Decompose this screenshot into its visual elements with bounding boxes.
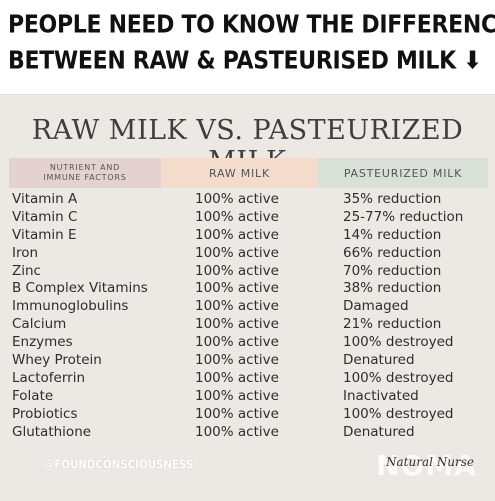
nutrient-cell: Vitamin E xyxy=(12,226,77,243)
raw-milk-cell: 100% active xyxy=(195,316,279,333)
signature: Natural Nurse xyxy=(386,455,474,469)
table-row: Calcium 100% active 21% reduction xyxy=(0,316,495,334)
nutrient-cell: B Complex Vitamins xyxy=(12,280,148,297)
raw-milk-cell: 100% active xyxy=(195,423,279,440)
table-row: Lactoferrin 100% active 100% destroyed xyxy=(0,370,495,388)
raw-milk-cell: 100% active xyxy=(195,262,279,279)
table-row: Glutathione 100% active Denatured xyxy=(0,424,495,442)
pasteurized-milk-cell: 70% reduction xyxy=(343,262,442,279)
pasteurized-milk-cell: 25-77% reduction xyxy=(343,208,464,225)
table-row: Folate 100% active Inactivated xyxy=(0,388,495,406)
header-nutrient-line-2: IMMUNE FACTORS xyxy=(43,173,127,182)
table-row: Whey Protein 100% active Denatured xyxy=(0,352,495,370)
pasteurized-milk-cell: 100% destroyed xyxy=(343,334,454,351)
pasteurized-milk-cell: Denatured xyxy=(343,352,415,369)
raw-milk-cell: 100% active xyxy=(195,244,279,261)
nutrient-cell: Vitamin C xyxy=(12,208,78,225)
table-row: Vitamin A 100% active 35% reduction xyxy=(0,191,495,209)
table-row: Probiotics 100% active 100% destroyed xyxy=(0,406,495,424)
nutrient-cell: Calcium xyxy=(12,316,67,333)
pasteurized-milk-cell: 100% destroyed xyxy=(343,405,454,422)
nutrient-cell: Iron xyxy=(12,244,39,261)
raw-milk-cell: 100% active xyxy=(195,405,279,422)
pasteurized-milk-cell: 35% reduction xyxy=(343,191,442,207)
nutrient-cell: Vitamin A xyxy=(12,191,78,207)
table-row: Enzymes 100% active 100% destroyed xyxy=(0,334,495,352)
header-nutrient: NUTRIENT AND IMMUNE FACTORS xyxy=(9,158,161,188)
raw-milk-cell: 100% active xyxy=(195,369,279,386)
nutrient-cell: Glutathione xyxy=(12,423,92,440)
pasteurized-milk-cell: 38% reduction xyxy=(343,280,442,297)
pasteurized-milk-cell: Denatured xyxy=(343,423,415,440)
nutrient-cell: Enzymes xyxy=(12,334,73,351)
pasteurized-milk-cell: Inactivated xyxy=(343,387,419,404)
raw-milk-cell: 100% active xyxy=(195,208,279,225)
footer-handle: @FOUNDCONSCIOUSNESS xyxy=(44,457,194,473)
nutrient-cell: Probiotics xyxy=(12,405,78,422)
pasteurized-milk-cell: 66% reduction xyxy=(343,244,442,261)
nutrient-cell: Folate xyxy=(12,387,54,404)
pasteurized-milk-cell: 21% reduction xyxy=(343,316,442,333)
nutrient-cell: Lactoferrin xyxy=(12,369,85,386)
raw-milk-cell: 100% active xyxy=(195,191,279,207)
header-pasteurized-milk: PASTEURIZED MILK xyxy=(318,158,488,188)
comparison-table-body: Vitamin A 100% active 35% reduction Vitamin… xyxy=(0,191,495,441)
header-raw-milk: RAW MILK xyxy=(161,158,318,188)
raw-milk-cell: 100% active xyxy=(195,387,279,404)
pasteurized-milk-cell: 100% destroyed xyxy=(343,369,454,386)
watermark: NOMA xyxy=(376,449,477,482)
raw-milk-cell: 100% active xyxy=(195,226,279,243)
nutrient-cell: Zinc xyxy=(12,262,41,279)
table-row: Vitamin E 100% active 14% reduction xyxy=(0,227,495,245)
nutrient-cell: Immunoglobulins xyxy=(12,298,129,315)
table-row: Iron 100% active 66% reduction xyxy=(0,245,495,263)
pasteurized-milk-cell: Damaged xyxy=(343,298,409,315)
table-row: Immunoglobulins 100% active Damaged xyxy=(0,298,495,316)
raw-milk-cell: 100% active xyxy=(195,334,279,351)
headline-line-2: BETWEEN RAW & PASTEURISED MILK ⬇ xyxy=(8,47,482,76)
raw-milk-cell: 100% active xyxy=(195,352,279,369)
table-row: B Complex Vitamins 100% active 38% reducti… xyxy=(0,280,495,298)
nutrient-cell: Whey Protein xyxy=(12,352,102,369)
headline-line-1: PEOPLE NEED TO KNOW THE DIFFERENCE xyxy=(8,11,495,40)
table-row: Zinc 100% active 70% reduction xyxy=(0,263,495,281)
pasteurized-milk-cell: 14% reduction xyxy=(343,226,442,243)
headline: PEOPLE NEED TO KNOW THE DIFFERENCE BETWE… xyxy=(8,8,495,80)
table-row: Vitamin C 100% active 25-77% reduction xyxy=(0,209,495,227)
header-nutrient-line-1: NUTRIENT AND xyxy=(49,163,121,172)
raw-milk-cell: 100% active xyxy=(195,280,279,297)
raw-milk-cell: 100% active xyxy=(195,298,279,315)
comparison-card: RAW MILK VS. PASTEURIZED MILK NUTRIENT A… xyxy=(0,94,495,501)
